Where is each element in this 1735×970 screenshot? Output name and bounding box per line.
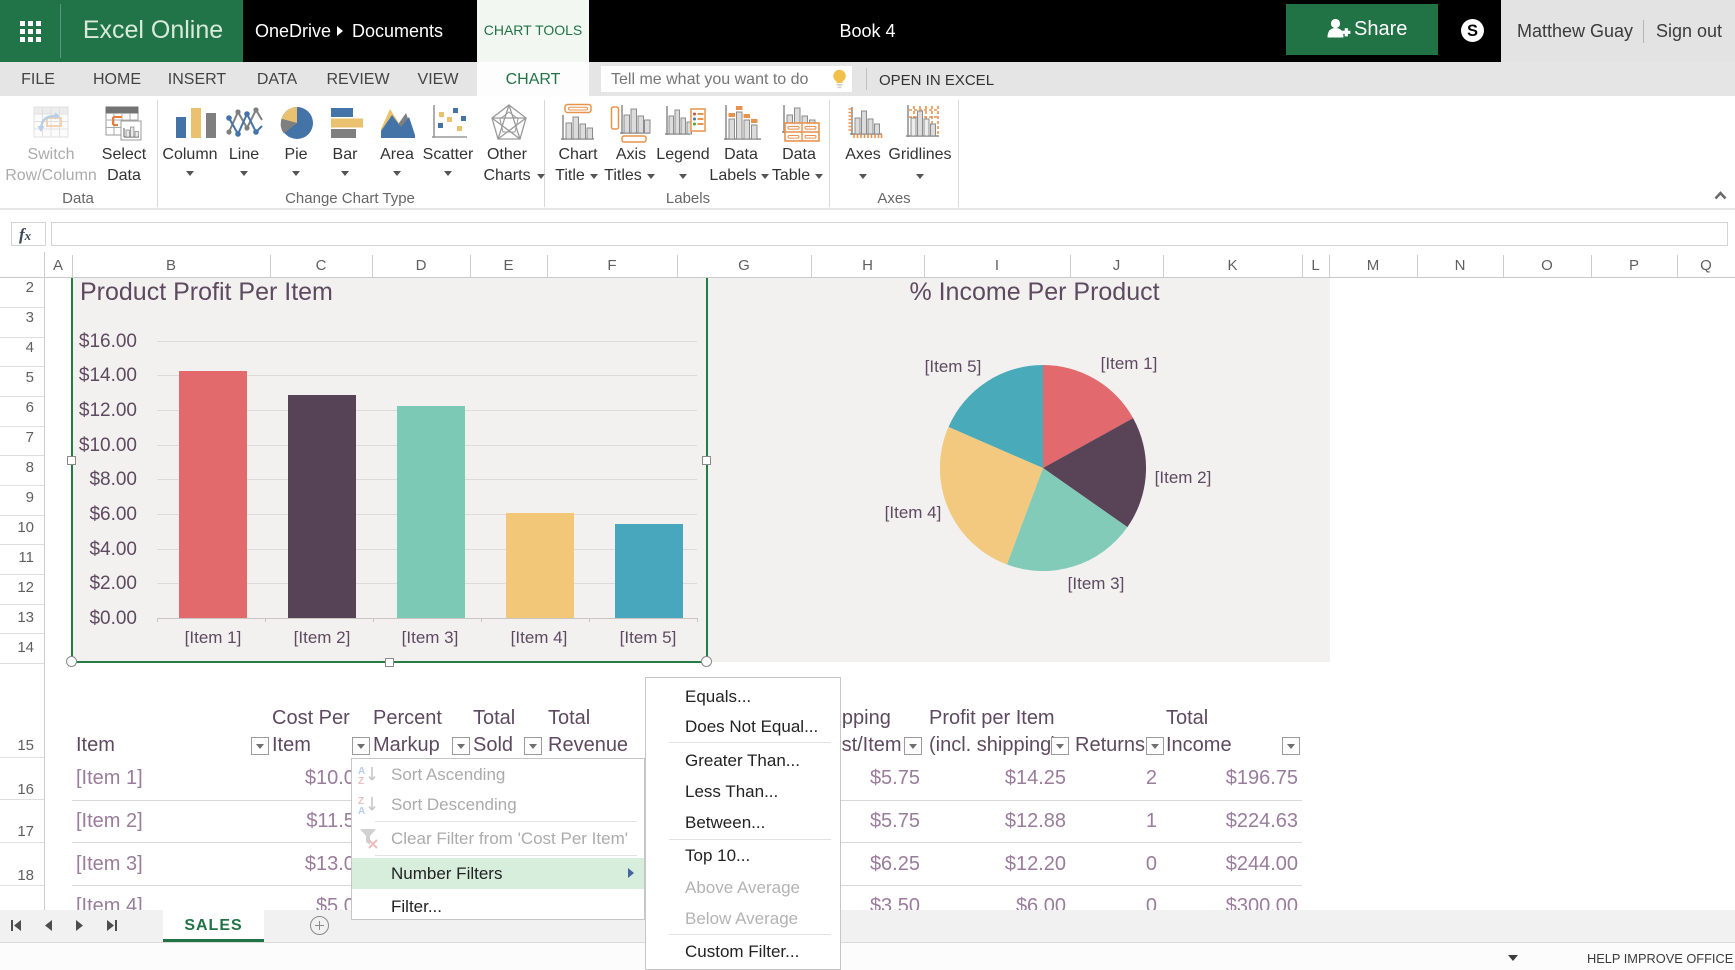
- svg-text:Z: Z: [358, 796, 364, 807]
- svg-text:A: A: [358, 806, 365, 816]
- svg-text:A: A: [358, 766, 365, 777]
- svg-text:Z: Z: [358, 776, 364, 786]
- svg-text:S: S: [1467, 22, 1478, 40]
